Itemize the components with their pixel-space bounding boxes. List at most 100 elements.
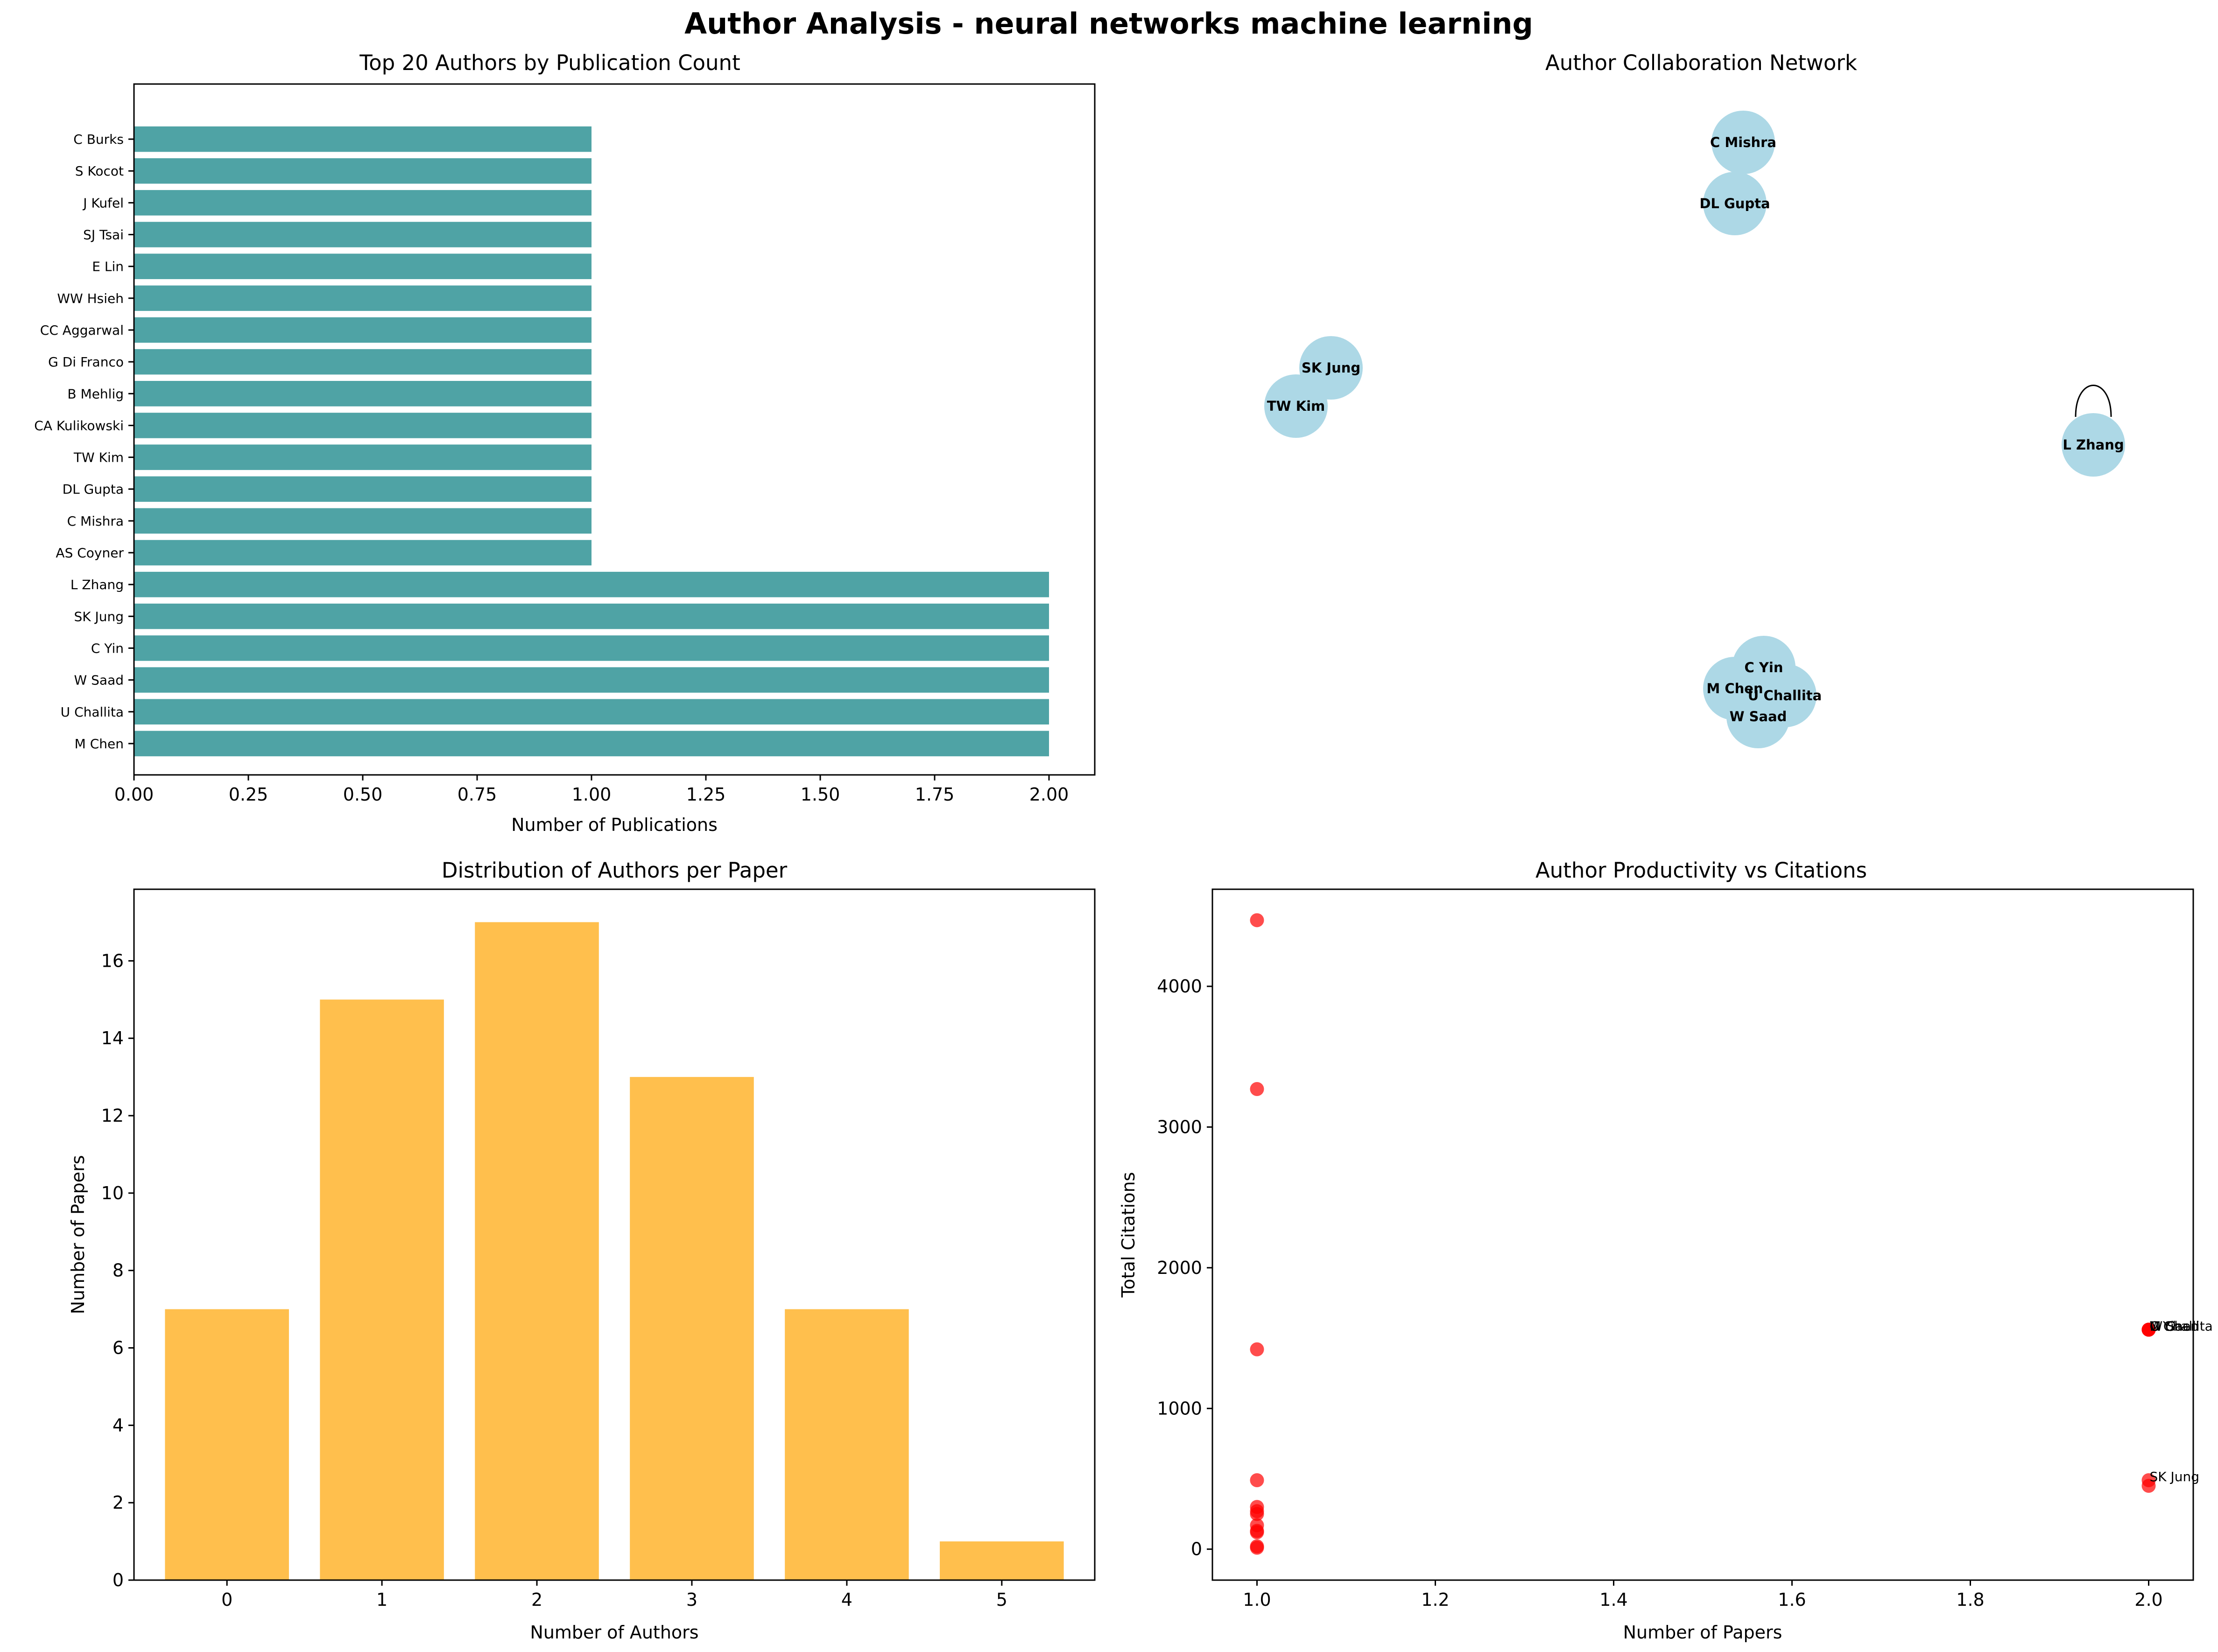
bar-as-coyner xyxy=(134,540,591,566)
y-axis-label: Total Citations xyxy=(1118,1172,1139,1298)
bar-ca-kulikowski xyxy=(134,413,591,438)
point-annotation: SK Jung xyxy=(2150,1469,2200,1484)
node-dl-gupta xyxy=(1703,172,1767,235)
x-tick-label: 4 xyxy=(841,1589,852,1610)
panel-productivity-vs-citations: Author Productivity vs Citations M ChenU… xyxy=(1118,858,2213,1643)
scatter-point xyxy=(1250,1342,1264,1357)
y-tick-label: 8 xyxy=(113,1260,124,1281)
panel-top-authors: Top 20 Authors by Publication Count 0.00… xyxy=(34,50,1096,835)
bar-3-authors xyxy=(630,1077,754,1580)
x-tick-label: 1.00 xyxy=(572,784,612,805)
y-tick-label: SK Jung xyxy=(74,609,124,624)
node-w-saad xyxy=(1726,685,1790,748)
y-tick-label: TW Kim xyxy=(73,450,124,465)
y-tick-label: 2000 xyxy=(1157,1258,1202,1278)
x-ticks: 0.00 0.25 0.50 0.75 1.00 1.25 1.50 1.75 2.00 xyxy=(114,775,1069,805)
bar-c-burks xyxy=(134,126,591,152)
x-tick-label: 5 xyxy=(996,1589,1007,1610)
y-tick-label: CA Kulikowski xyxy=(34,418,124,433)
y-tick-label: SJ Tsai xyxy=(83,227,124,243)
y-tick-label: W Saad xyxy=(74,673,124,688)
y-tick-label: 14 xyxy=(101,1028,124,1048)
bars xyxy=(165,922,1064,1580)
x-tick-label: 1 xyxy=(376,1589,387,1610)
bar-l-zhang xyxy=(134,571,1049,598)
bar-b-mehlig xyxy=(134,381,591,407)
y-tick-label: B Mehlig xyxy=(67,386,124,401)
figure-title: Author Analysis - neural networks machin… xyxy=(684,7,1533,41)
x-tick-label: 2.00 xyxy=(1029,784,1069,805)
bar-ww-hsieh xyxy=(134,285,591,311)
x-tick-label: 2 xyxy=(531,1589,542,1610)
bar-2-authors xyxy=(475,922,599,1580)
x-tick-label: 0.75 xyxy=(458,784,497,805)
bar-4-authors xyxy=(785,1309,909,1580)
node-label: W Saad xyxy=(1730,709,1787,724)
panel-title: Author Collaboration Network xyxy=(1545,50,1857,75)
panel-title: Top 20 Authors by Publication Count xyxy=(359,50,740,75)
node-c-mishra xyxy=(1711,111,1775,174)
scatter-point xyxy=(1250,1082,1264,1097)
y-tick-label: CC Aggarwal xyxy=(40,323,124,338)
y-tick-label: U Challita xyxy=(61,704,124,720)
scatter-point xyxy=(1250,1540,1264,1555)
y-tick-label: C Burks xyxy=(73,132,124,147)
y-tick-label: L Zhang xyxy=(70,577,124,592)
y-tick-label: S Kocot xyxy=(75,163,124,179)
x-tick-label: 1.6 xyxy=(1778,1589,1806,1610)
x-tick-label: 0 xyxy=(221,1589,232,1610)
node-l-zhang xyxy=(2062,413,2125,477)
x-tick-label: 0.25 xyxy=(229,784,268,805)
x-tick-label: 0.00 xyxy=(114,784,154,805)
scatter-point xyxy=(1250,1525,1264,1540)
bar-c-yin xyxy=(134,635,1049,661)
network-nodes: C Mishra DL Gupta SK Jung TW Kim L Zhang C Yi… xyxy=(1264,111,2125,748)
point-annotation: W Saad xyxy=(2150,1318,2199,1334)
y-tick-label: M Chen xyxy=(75,736,124,752)
y-tick-label: 6 xyxy=(113,1338,124,1358)
bar-tw-kim xyxy=(134,444,591,470)
bar-w-saad xyxy=(134,667,1049,693)
bar-cc-aggarwal xyxy=(134,317,591,343)
x-tick-label: 1.75 xyxy=(915,784,955,805)
y-tick-label: 2 xyxy=(113,1492,124,1513)
x-axis-label: Number of Publications xyxy=(511,815,718,835)
y-tick-label: 0 xyxy=(1191,1539,1202,1560)
y-ticks: 0 2 4 6 8 10 12 14 16 xyxy=(101,950,134,1590)
y-tick-label: E Lin xyxy=(92,259,124,274)
y-ticks: 0 1000 2000 3000 4000 xyxy=(1157,976,1212,1560)
scatter-point xyxy=(1250,1507,1264,1521)
bar-e-lin xyxy=(134,253,591,279)
axes-frame xyxy=(1211,888,2194,1581)
node-label: M Chen xyxy=(1706,681,1763,696)
panel-title: Distribution of Authors per Paper xyxy=(442,858,788,883)
bars xyxy=(134,126,1049,757)
scatter-point xyxy=(2141,1479,2156,1493)
panel-collaboration-network: Author Collaboration Network C Mishra DL … xyxy=(1264,50,2125,748)
x-tick-label: 2.0 xyxy=(2134,1589,2162,1610)
x-tick-label: 1.4 xyxy=(1599,1589,1627,1610)
x-axis-label: Number of Authors xyxy=(530,1622,698,1643)
x-tick-label: 1.0 xyxy=(1243,1589,1271,1610)
scatter-point xyxy=(1250,1473,1264,1487)
node-label: TW Kim xyxy=(1267,398,1325,414)
point-annotation: M Chen xyxy=(2150,1318,2199,1334)
y-tick-label: J Kufel xyxy=(82,195,124,211)
node-label: C Mishra xyxy=(1710,134,1776,150)
axes-frame xyxy=(133,888,1096,1581)
y-tick-label: 16 xyxy=(101,950,124,971)
x-tick-label: 1.2 xyxy=(1421,1589,1449,1610)
bar-s-kocot xyxy=(134,158,591,184)
bar-sk-jung xyxy=(134,604,1049,629)
x-tick-label: 1.50 xyxy=(801,784,840,805)
bar-sj-tsai xyxy=(134,222,591,247)
y-tick-label: G Di Franco xyxy=(48,354,124,370)
y-tick-label: 0 xyxy=(113,1570,124,1590)
x-ticks: 0 1 2 3 4 5 xyxy=(221,1580,1007,1610)
self-loop-edge xyxy=(2075,385,2112,417)
x-tick-label: 1.25 xyxy=(686,784,726,805)
x-tick-label: 1.8 xyxy=(1956,1589,1984,1610)
